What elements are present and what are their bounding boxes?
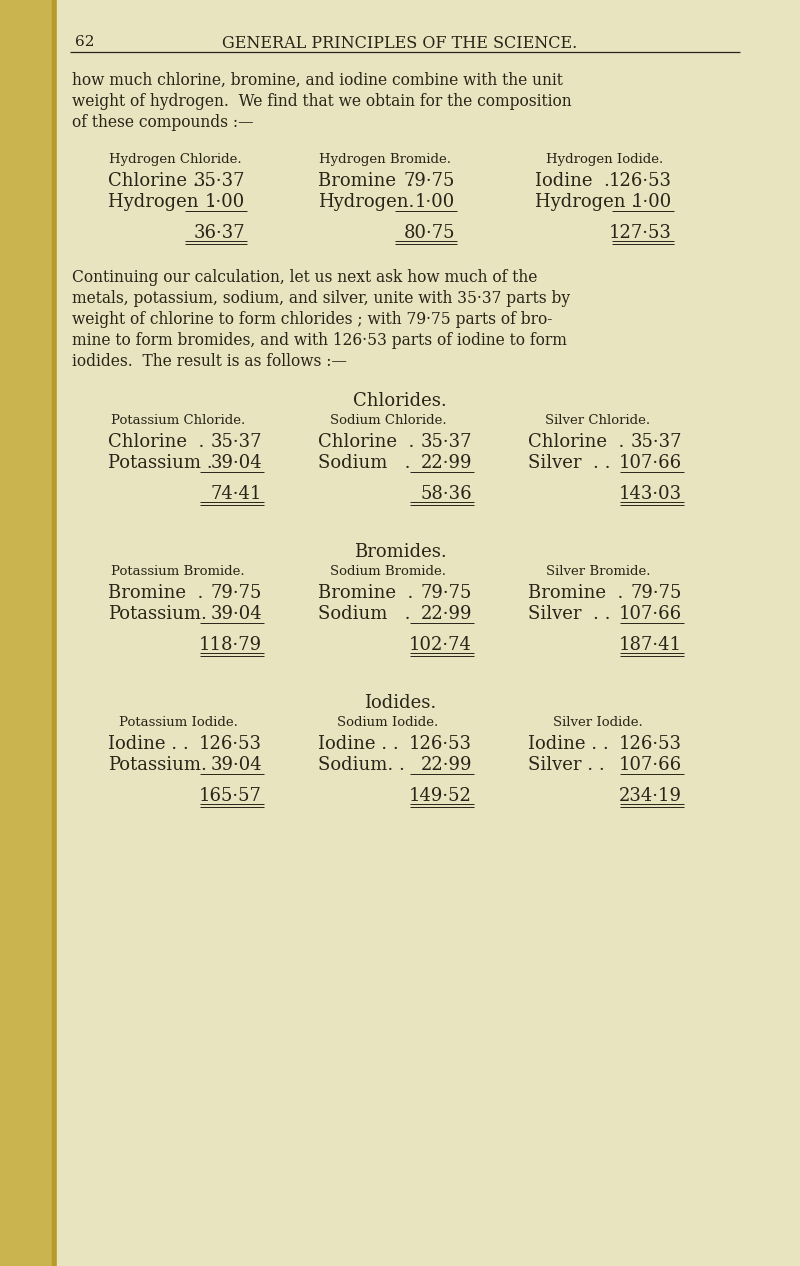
Text: 62: 62 [75,35,94,49]
Text: weight of hydrogen.  We find that we obtain for the composition: weight of hydrogen. We find that we obta… [72,92,572,110]
Text: Silver  . .: Silver . . [528,605,610,623]
Text: Hydrogen Chloride.: Hydrogen Chloride. [109,153,242,166]
Bar [0,0,52,1266]
Text: 35·37: 35·37 [210,433,262,451]
Text: 74·41: 74·41 [210,485,262,503]
Text: of these compounds :—: of these compounds :— [72,114,254,130]
Text: Silver Chloride.: Silver Chloride. [546,414,650,427]
Text: Bromine  .: Bromine . [318,584,414,603]
Text: iodides.  The result is as follows :—: iodides. The result is as follows :— [72,353,347,370]
Text: 118·79: 118·79 [199,636,262,655]
Text: Silver Iodide.: Silver Iodide. [553,717,643,729]
Text: 36·37: 36·37 [194,224,245,242]
Text: 79·75: 79·75 [630,584,682,603]
Text: Sodium   .: Sodium . [318,454,410,472]
Text: Potassium .: Potassium . [108,454,213,472]
Text: Chlorine  .: Chlorine . [528,433,624,451]
Bar [52,0,57,1266]
Text: Iodine . .: Iodine . . [108,736,189,753]
Text: 1·00: 1·00 [414,192,455,211]
Text: Sodium. .: Sodium. . [318,756,405,774]
Text: 35·37: 35·37 [194,172,245,190]
Text: weight of chlorine to form chlorides ; with 79·75 parts of bro-: weight of chlorine to form chlorides ; w… [72,311,552,328]
Text: Hydrogen.: Hydrogen. [318,192,414,211]
Text: Potassium Bromide.: Potassium Bromide. [111,565,245,579]
Text: 1·00: 1·00 [205,192,245,211]
Text: Hydrogen  .: Hydrogen . [108,192,216,211]
Text: Hydrogen Bromide.: Hydrogen Bromide. [319,153,451,166]
Text: metals, potassium, sodium, and silver, unite with 35·37 parts by: metals, potassium, sodium, and silver, u… [72,290,570,306]
Text: Hydrogen Iodide.: Hydrogen Iodide. [546,153,664,166]
Text: Sodium Bromide.: Sodium Bromide. [330,565,446,579]
Text: Potassium Iodide.: Potassium Iodide. [118,717,238,729]
Text: 22·99: 22·99 [421,605,472,623]
Text: Iodides.: Iodides. [364,694,436,711]
Text: Chlorides.: Chlorides. [353,392,447,410]
Text: 127·53: 127·53 [609,224,672,242]
Text: Silver Bromide.: Silver Bromide. [546,565,650,579]
Text: mine to form bromides, and with 126·53 parts of iodine to form: mine to form bromides, and with 126·53 p… [72,332,567,349]
Text: Chlorine  .: Chlorine . [318,433,414,451]
Text: 126·53: 126·53 [619,736,682,753]
Text: 39·04: 39·04 [210,605,262,623]
Text: Bromine  .: Bromine . [528,584,623,603]
Text: 39·04: 39·04 [210,756,262,774]
Text: 22·99: 22·99 [421,756,472,774]
Text: Chlorine . .: Chlorine . . [108,172,210,190]
Text: 35·37: 35·37 [421,433,472,451]
Text: Potassium Chloride.: Potassium Chloride. [111,414,245,427]
Text: Silver . .: Silver . . [528,756,605,774]
Text: Bromine  .: Bromine . [108,584,203,603]
Text: 143·03: 143·03 [619,485,682,503]
Text: 107·66: 107·66 [619,756,682,774]
Text: 107·66: 107·66 [619,454,682,472]
Text: 58·36: 58·36 [420,485,472,503]
Text: Continuing our calculation, let us next ask how much of the: Continuing our calculation, let us next … [72,268,538,286]
Text: 79·75: 79·75 [210,584,262,603]
Text: Sodium Iodide.: Sodium Iodide. [338,717,438,729]
Text: 22·99: 22·99 [421,454,472,472]
Text: Iodine . .: Iodine . . [318,736,398,753]
Text: how much chlorine, bromine, and iodine combine with the unit: how much chlorine, bromine, and iodine c… [72,72,563,89]
Text: 80·75: 80·75 [403,224,455,242]
Text: 79·75: 79·75 [421,584,472,603]
Text: Bromine  .: Bromine . [318,172,414,190]
Text: Potassium.: Potassium. [108,605,207,623]
Text: 165·57: 165·57 [199,787,262,805]
Text: 126·53: 126·53 [199,736,262,753]
Text: 39·04: 39·04 [210,454,262,472]
Text: Iodine . .: Iodine . . [528,736,609,753]
Text: 102·74: 102·74 [409,636,472,655]
Text: 234·19: 234·19 [619,787,682,805]
Text: Iodine  .: Iodine . [535,172,610,190]
Text: 149·52: 149·52 [409,787,472,805]
Text: 35·37: 35·37 [630,433,682,451]
Text: Silver  . .: Silver . . [528,454,610,472]
Text: GENERAL PRINCIPLES OF THE SCIENCE.: GENERAL PRINCIPLES OF THE SCIENCE. [222,35,578,52]
Text: Sodium Chloride.: Sodium Chloride. [330,414,446,427]
Text: Potassium.: Potassium. [108,756,207,774]
Text: Chlorine  .: Chlorine . [108,433,204,451]
Text: 187·41: 187·41 [619,636,682,655]
Text: Sodium   .: Sodium . [318,605,410,623]
Text: 1·00: 1·00 [632,192,672,211]
Text: 126·53: 126·53 [609,172,672,190]
Text: 107·66: 107·66 [619,605,682,623]
Text: 126·53: 126·53 [409,736,472,753]
Text: 79·75: 79·75 [404,172,455,190]
Text: Bromides.: Bromides. [354,543,446,561]
Text: Hydrogen .: Hydrogen . [535,192,637,211]
